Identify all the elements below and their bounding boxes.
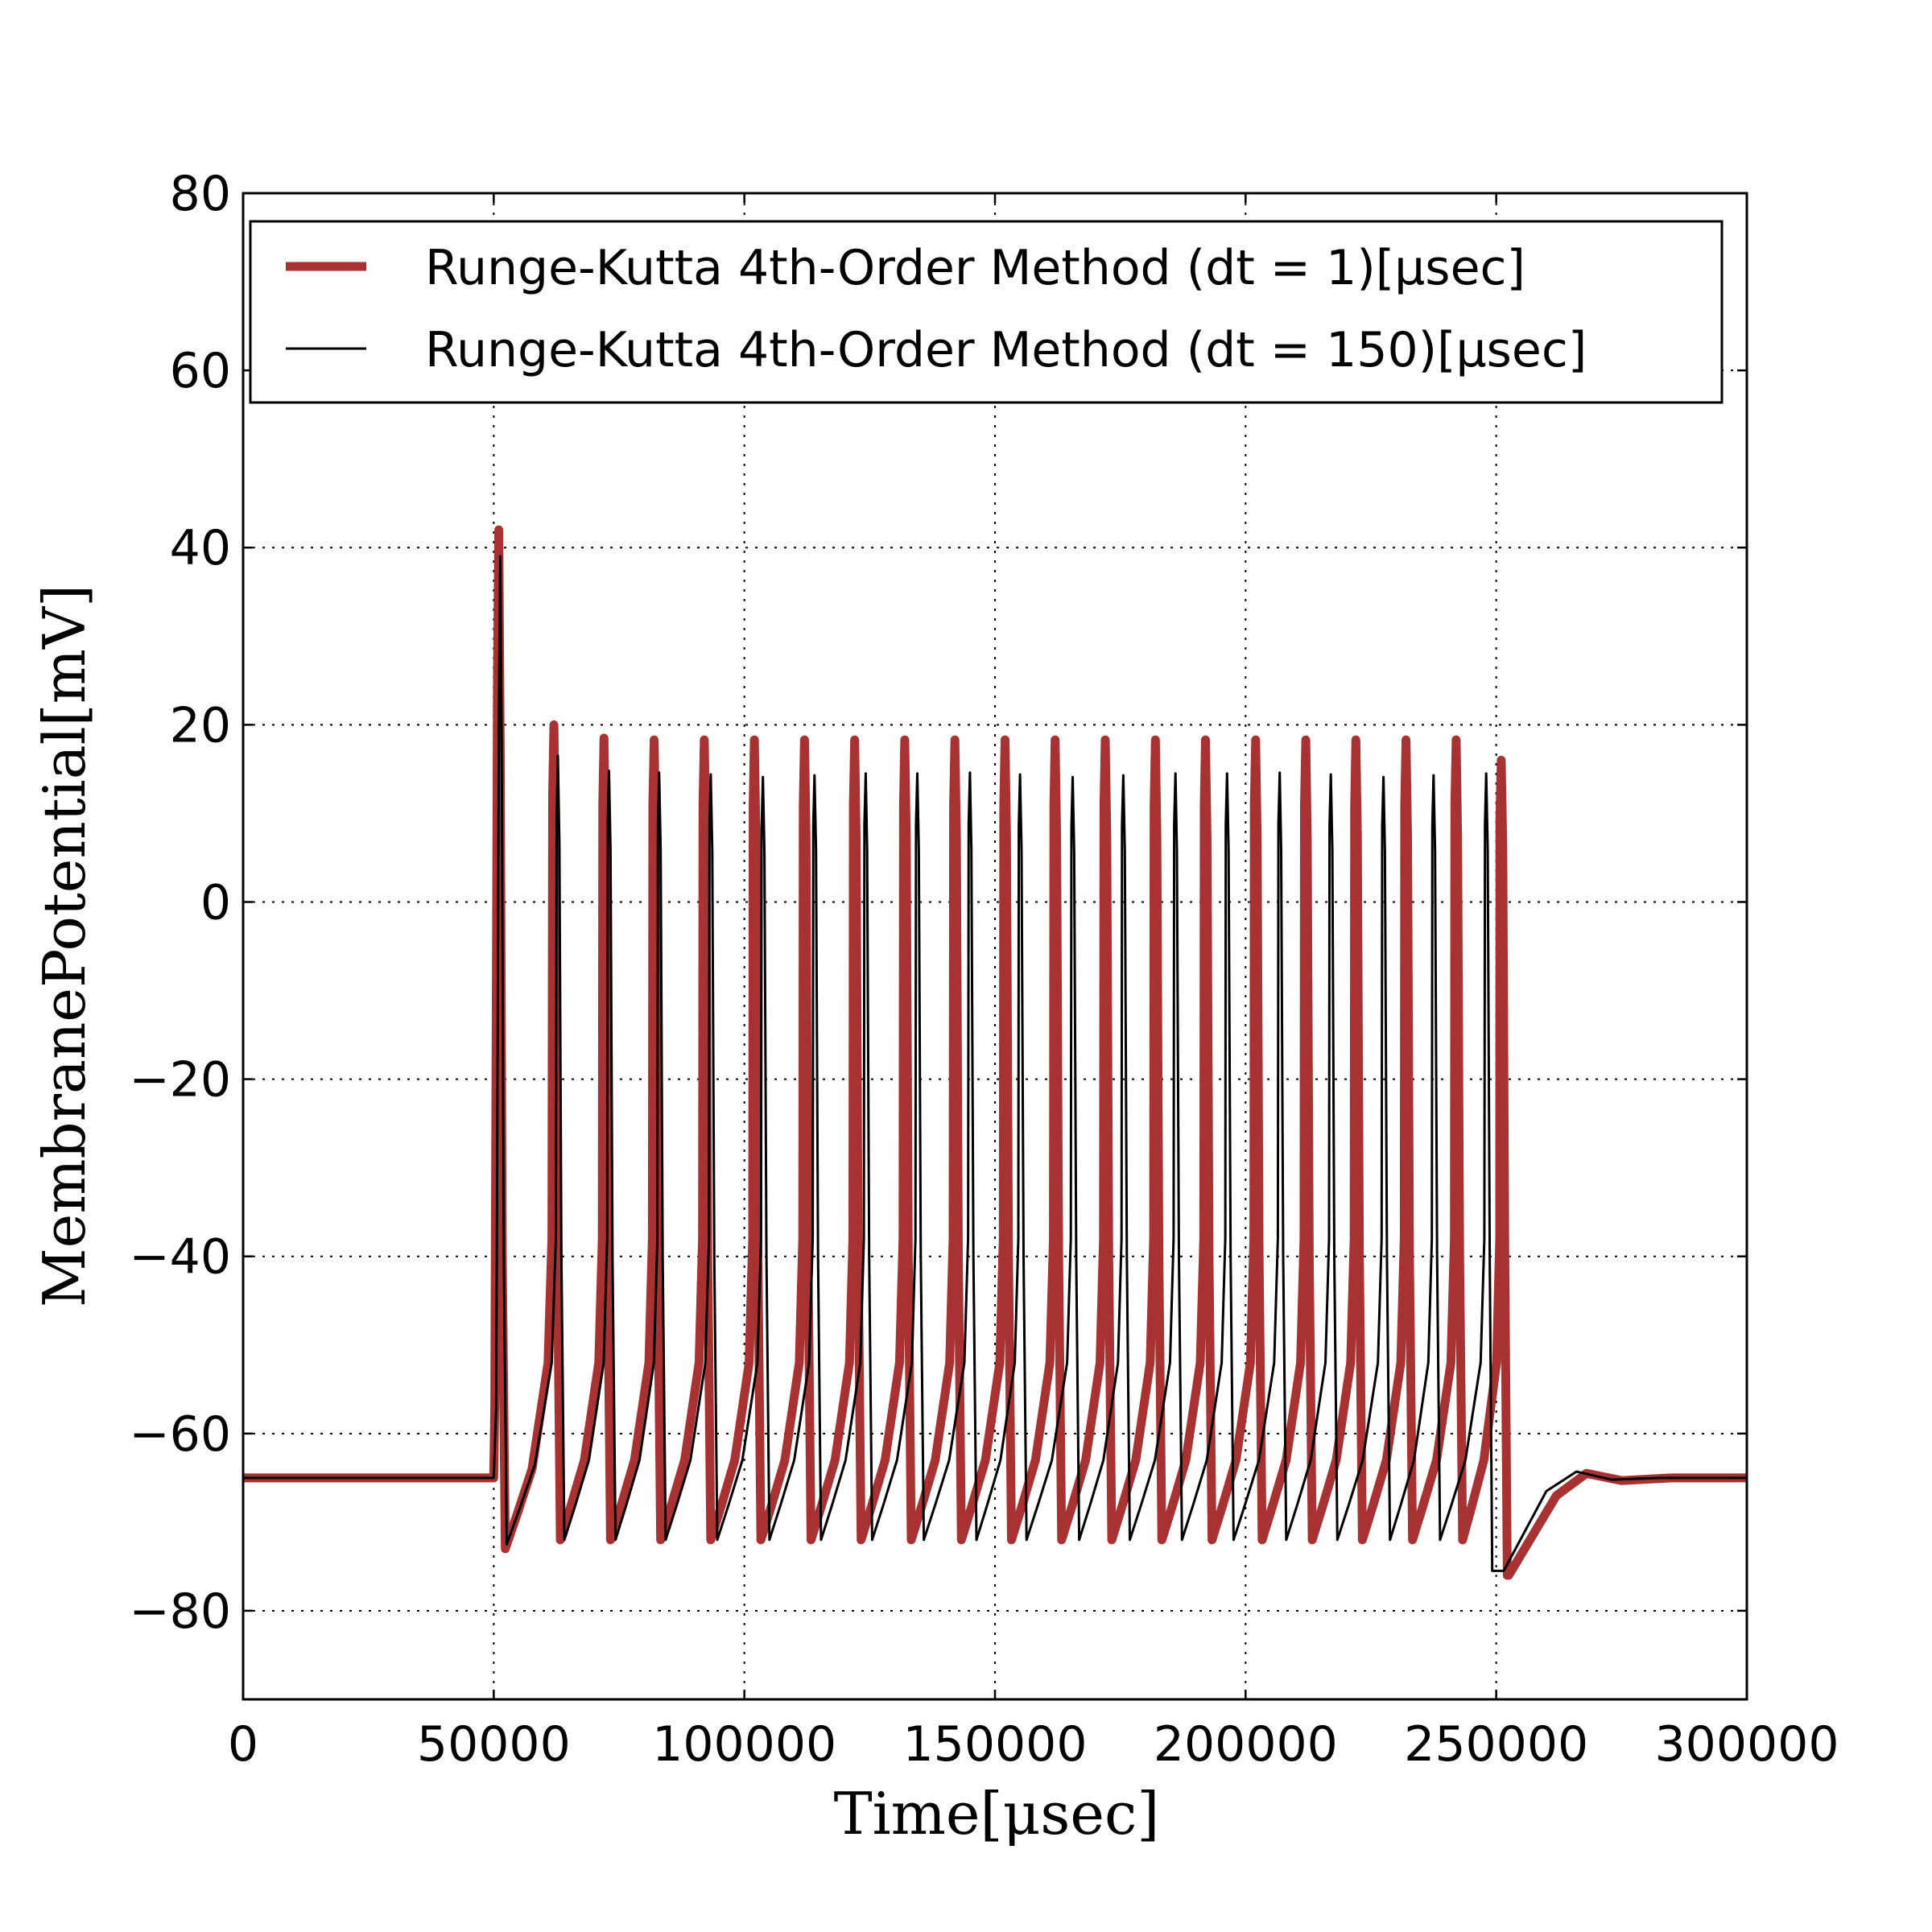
axis-ticks xyxy=(242,192,1748,1699)
legend-label-dt150: Runge-Kutta 4th-Order Method (dt = 150)[… xyxy=(425,322,1587,378)
y-tick-label: 60 xyxy=(170,343,231,399)
x-tick-label: 300000 xyxy=(1654,1716,1839,1773)
series-line-dt150 xyxy=(243,555,1747,1572)
y-tick-label: −20 xyxy=(129,1052,231,1108)
y-tick-label: −60 xyxy=(129,1406,231,1463)
x-tick-label: 150000 xyxy=(902,1716,1087,1773)
x-tick-label: 50000 xyxy=(417,1716,571,1773)
x-tick-labels: 0 50000 100000 150000 200000 250000 300000 xyxy=(228,1716,1839,1773)
y-tick-labels: −80 −60 −40 −20 0 20 40 60 80 xyxy=(129,166,231,1640)
y-tick-label: 0 xyxy=(200,874,231,931)
legend: Runge-Kutta 4th-Order Method (dt = 1)[μs… xyxy=(249,220,1724,404)
y-tick-label: 40 xyxy=(170,520,231,576)
x-axis-label: Time[μsec] xyxy=(834,1780,1160,1847)
legend-box xyxy=(249,220,1724,404)
y-tick-label: −80 xyxy=(129,1583,231,1640)
y-tick-label: 80 xyxy=(170,166,231,222)
x-tick-label: 250000 xyxy=(1404,1716,1588,1773)
y-axis-label: MembranePotential[mV] xyxy=(31,584,98,1307)
series-layer xyxy=(243,525,1747,1580)
y-tick-label: 20 xyxy=(170,697,231,753)
x-tick-label: 200000 xyxy=(1154,1716,1338,1773)
legend-label-dt1: Runge-Kutta 4th-Order Method (dt = 1)[μs… xyxy=(425,240,1525,296)
x-tick-label: 0 xyxy=(228,1716,258,1773)
y-tick-label: −40 xyxy=(129,1229,231,1286)
x-tick-label: 100000 xyxy=(652,1716,836,1773)
